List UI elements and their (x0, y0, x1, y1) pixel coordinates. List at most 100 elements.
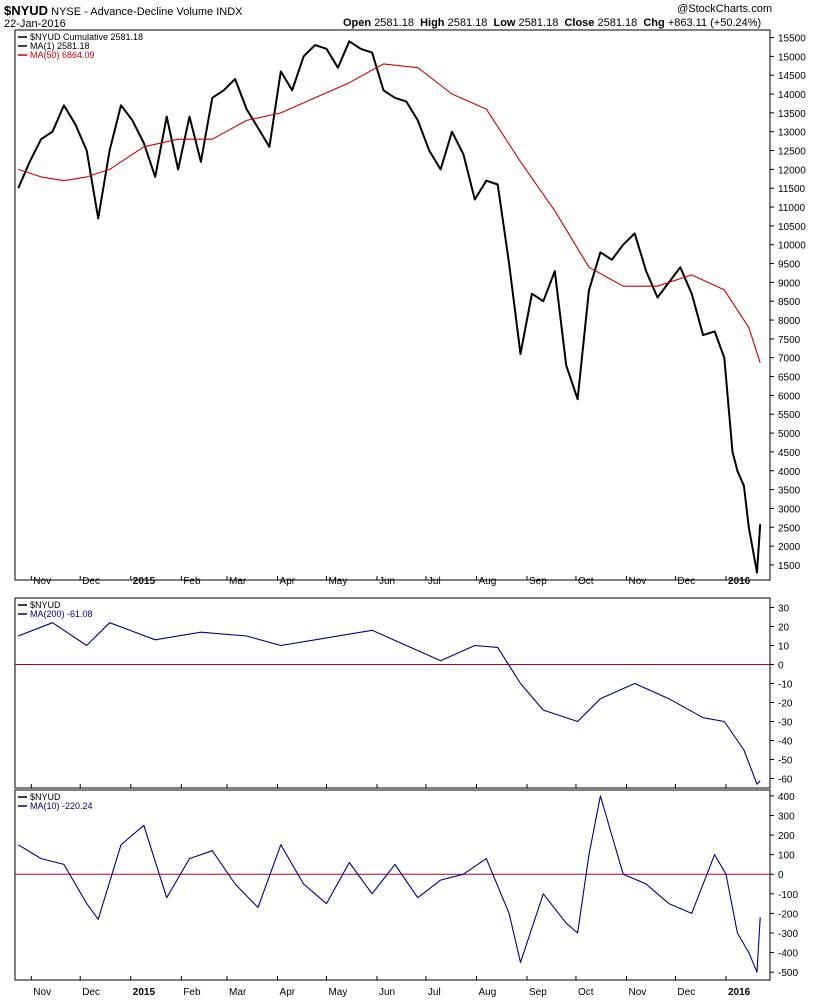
y-tick-label: 12500 (778, 147, 806, 158)
y-tick-label: 10000 (778, 241, 806, 252)
y-tick-label: 400 (778, 792, 795, 803)
x-tick-label: 2016 (728, 987, 751, 998)
x-tick-label: Dec (82, 987, 100, 998)
high-value: 2581.18 (447, 17, 488, 29)
x-tick-label: Oct (578, 987, 594, 998)
y-tick-label: 11500 (778, 184, 806, 195)
x-tick-label: Aug (478, 987, 496, 998)
high-label: High (420, 17, 445, 29)
y-tick-label: 9500 (778, 260, 801, 271)
x-tick-label: Nov (629, 987, 647, 998)
y-tick-label: 15500 (778, 34, 806, 45)
series-line--nyud-cumulative (17, 40, 762, 574)
y-tick-label: -20 (778, 699, 793, 710)
plot-frame (14, 789, 771, 981)
y-tick-label: -30 (778, 718, 793, 729)
y-tick-label: 6500 (778, 373, 801, 384)
y-tick-label: -100 (778, 890, 798, 901)
x-tick-label: Feb (183, 987, 201, 998)
legend-label: MA(1) 2581.18 (30, 41, 90, 51)
y-tick-label: -40 (778, 737, 793, 748)
y-tick-label: -10 (778, 680, 793, 691)
x-tick-label: Nov (629, 576, 647, 587)
ohlc-readout: Open 2581.18 High 2581.18 Low 2581.18 Cl… (343, 17, 761, 29)
y-tick-label: 13500 (778, 109, 806, 120)
series-line-ma-10- (18, 795, 761, 973)
y-tick-label: 0 (778, 870, 784, 881)
x-tick-label: Nov (33, 987, 51, 998)
legend-label: MA(50) 6864.09 (30, 50, 95, 60)
y-tick-label: 1500 (778, 561, 801, 572)
x-tick-label: Aug (478, 576, 496, 587)
panel-1: 1500 2000 2500 3000 3500 4000 4500 5000 5500 6000… (14, 29, 806, 581)
chg-label: Chg (643, 17, 665, 29)
legend-label: MA(200) -61.08 (30, 609, 93, 619)
y-tick-label: 100 (778, 851, 795, 862)
x-tick-label: Dec (677, 576, 695, 587)
open-value: 2581.18 (374, 17, 414, 29)
y-tick-label: 10500 (778, 222, 806, 233)
legend-label: MA(10) -220.24 (30, 801, 93, 811)
y-tick-label: 4000 (778, 467, 801, 478)
y-tick-label: 3000 (778, 504, 801, 515)
x-tick-label: 2015 (133, 987, 156, 998)
y-tick-label: 3500 (778, 486, 801, 497)
x-tick-label: Jun (379, 576, 395, 587)
y-tick-label: 8500 (778, 297, 801, 308)
y-tick-label: 30 (778, 604, 790, 615)
y-tick-label: 15000 (778, 52, 806, 63)
x-tick-label: Mar (229, 576, 247, 587)
x-tick-label: Jul (428, 576, 441, 587)
close-label: Close (564, 17, 595, 29)
x-tick-label: 2015 (133, 576, 156, 587)
close-value: 2581.18 (597, 17, 638, 29)
y-tick-label: 13000 (778, 128, 806, 139)
y-tick-label: -400 (778, 949, 798, 960)
y-tick-label: 10 (778, 642, 790, 653)
x-tick-label: Apr (280, 987, 296, 998)
chg-value: +863.11 (+50.24%) (667, 17, 762, 29)
y-tick-label: 11000 (778, 203, 806, 214)
x-tick-label: Sep (529, 987, 547, 998)
symbol: $NYUD (4, 3, 49, 18)
x-tick-label: 2016 (728, 576, 751, 587)
y-tick-label: 5500 (778, 410, 801, 421)
legend-label: $NYUD (30, 792, 61, 802)
x-tick-label: Jul (428, 987, 441, 998)
low-value: 2581.18 (518, 17, 559, 29)
y-tick-label: 0 (778, 661, 784, 672)
description: NYSE - Advance-Decline Volume INDX (51, 6, 243, 18)
legend-label: $NYUD Cumulative 2581.18 (30, 32, 143, 42)
y-tick-label: 12000 (778, 165, 806, 176)
y-tick-label: -500 (778, 968, 798, 979)
y-tick-label: -300 (778, 929, 798, 940)
y-tick-label: 2500 (778, 523, 801, 534)
y-tick-label: 20 (778, 623, 790, 634)
y-tick-label: -60 (778, 775, 793, 786)
y-tick-label: 14500 (778, 71, 806, 82)
plot-frame (14, 29, 771, 581)
y-tick-label: -200 (778, 909, 798, 920)
chart-title: $NYUD NYSE - Advance-Decline Volume INDX (4, 3, 243, 18)
y-tick-label: 2000 (778, 542, 801, 553)
x-tick-label: May (328, 987, 347, 998)
x-tick-label: Dec (677, 987, 695, 998)
x-tick-label: Jun (379, 987, 395, 998)
series-line-ma-200- (18, 622, 761, 785)
y-tick-label: 9000 (778, 278, 801, 289)
x-tick-label: Sep (529, 576, 547, 587)
x-tick-label: May (328, 576, 347, 587)
legend-label: $NYUD (30, 600, 61, 610)
x-tick-label: Nov (33, 576, 51, 587)
y-tick-label: 5000 (778, 429, 801, 440)
low-label: Low (493, 17, 516, 29)
y-tick-label: 6000 (778, 391, 801, 402)
y-tick-label: 14000 (778, 90, 806, 101)
x-tick-label: Mar (229, 987, 247, 998)
date-label: 22-Jan-2016 (4, 18, 66, 30)
x-tick-label: Dec (82, 576, 100, 587)
watermark: @StockCharts.com (677, 3, 772, 15)
plot-frame (14, 597, 771, 789)
y-tick-label: 4500 (778, 448, 801, 459)
